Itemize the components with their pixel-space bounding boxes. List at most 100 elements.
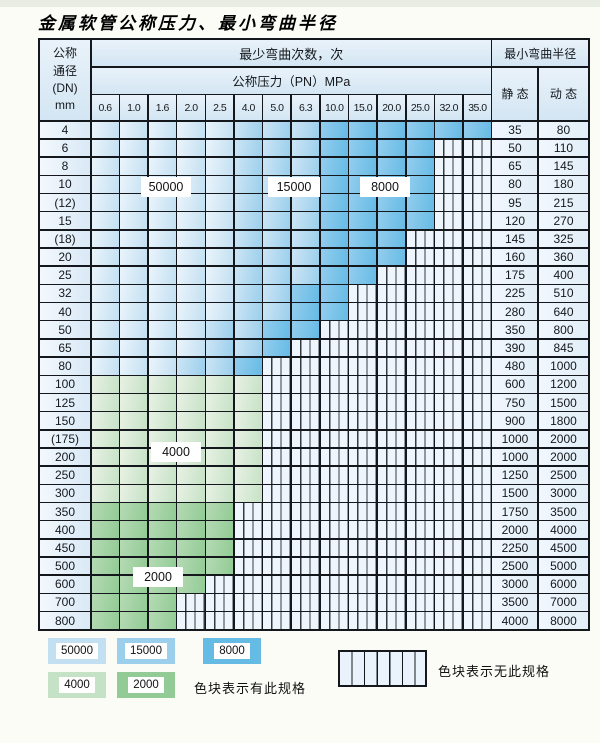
- no-spec-cell: [177, 612, 205, 629]
- static-radius-cell: 120: [492, 212, 538, 230]
- spec-cell: [320, 266, 348, 284]
- dynamic-radius-cell: 110: [538, 139, 588, 157]
- spec-cell: [91, 612, 119, 629]
- no-spec-cell: [349, 521, 377, 539]
- spec-cell: [91, 194, 119, 211]
- spec-cell: [148, 594, 176, 611]
- spec-cell: [91, 139, 119, 157]
- no-spec-cell: [463, 321, 491, 339]
- spec-cell: [177, 539, 205, 557]
- spec-cell: [148, 266, 176, 284]
- no-spec-cell: [291, 466, 320, 484]
- pressure-radius-table: 公称 通径 (DN) mm 最少弯曲次数，次 最小弯曲半径 公称压力（PN）MP…: [38, 38, 590, 631]
- spec-cell: [234, 466, 262, 484]
- spec-cell: [91, 176, 119, 193]
- no-spec-cell: [263, 430, 291, 448]
- dn-header-line: (DN): [52, 81, 78, 95]
- legend-chip-label: 50000: [56, 643, 98, 659]
- no-spec-cell: [435, 575, 463, 593]
- spec-cell: [91, 539, 119, 557]
- dn-cell: 450: [40, 539, 90, 557]
- spec-cell: [263, 230, 291, 248]
- pressure-col-header: 2.0: [177, 95, 205, 120]
- no-spec-cell: [177, 594, 205, 611]
- no-spec-cell: [377, 557, 406, 575]
- dynamic-radius-cell: 325: [538, 230, 588, 248]
- static-radius-cell: 600: [492, 376, 538, 393]
- dynamic-radius-cell: 145: [538, 157, 588, 175]
- no-spec-cell: [263, 612, 291, 629]
- no-spec-cell: [291, 394, 320, 411]
- spec-cell: [120, 248, 148, 266]
- spec-cell: [234, 157, 262, 175]
- no-spec-cell: [406, 412, 434, 430]
- spec-cell: [206, 357, 234, 375]
- no-spec-cell: [320, 339, 348, 357]
- spec-cell: [120, 194, 148, 211]
- no-spec-cell: [320, 594, 348, 611]
- no-spec-cell: [320, 485, 348, 502]
- no-spec-cell: [377, 321, 406, 339]
- spec-cell: [120, 503, 148, 520]
- no-spec-cell: [263, 376, 291, 393]
- spec-cell: [177, 266, 205, 284]
- static-radius-cell: 1000: [492, 430, 538, 448]
- no-spec-cell: [435, 521, 463, 539]
- no-spec-cell: [463, 503, 491, 520]
- spec-cell: [91, 248, 119, 266]
- dn-cell: 80: [40, 357, 90, 375]
- spec-cell: [120, 357, 148, 375]
- dn-column-header: 公称 通径 (DN) mm: [40, 40, 90, 120]
- dynamic-radius-cell: 3000: [538, 485, 588, 502]
- no-spec-cell: [349, 594, 377, 611]
- spec-cell: [320, 303, 348, 320]
- spec-cell: [206, 248, 234, 266]
- spec-cell: [91, 521, 119, 539]
- no-spec-cell: [291, 485, 320, 502]
- dn-cell: 600: [40, 575, 90, 593]
- legend-chip-8000: 8000: [203, 638, 261, 664]
- bend-cycles-header: 最少弯曲次数，次: [91, 40, 491, 66]
- spec-cell: [320, 285, 348, 302]
- pressure-col-header: 25.0: [406, 95, 434, 120]
- dn-cell: 6: [40, 139, 90, 157]
- no-spec-cell: [406, 557, 434, 575]
- dynamic-radius-cell: 4000: [538, 521, 588, 539]
- dn-cell: (18): [40, 230, 90, 248]
- spec-cell: [120, 539, 148, 557]
- spec-cell: [234, 303, 262, 320]
- spec-cell: [91, 321, 119, 339]
- dn-cell: 10: [40, 176, 90, 193]
- spec-cell: [377, 157, 406, 175]
- no-spec-cell: [206, 594, 234, 611]
- no-spec-cell: [435, 303, 463, 320]
- no-spec-cell: [435, 357, 463, 375]
- legend-no-spec-swatch: [338, 650, 427, 687]
- static-radius-cell: 750: [492, 394, 538, 411]
- pressure-col-header: 4.0: [234, 95, 262, 120]
- spec-cell: [177, 321, 205, 339]
- spec-cell: [349, 157, 377, 175]
- no-spec-cell: [349, 557, 377, 575]
- spec-cell: [177, 230, 205, 248]
- spec-cell: [91, 212, 119, 230]
- no-spec-cell: [406, 303, 434, 320]
- cycle-count-label: 15000: [268, 177, 320, 197]
- spec-cell: [206, 521, 234, 539]
- pressure-col-header: 1.0: [120, 95, 148, 120]
- no-spec-cell: [349, 285, 377, 302]
- no-spec-cell: [263, 539, 291, 557]
- no-spec-cell: [435, 285, 463, 302]
- dn-header-line: mm: [55, 98, 75, 113]
- no-spec-cell: [377, 357, 406, 375]
- no-spec-cell: [349, 394, 377, 411]
- spec-cell: [291, 266, 320, 284]
- no-spec-cell: [320, 412, 348, 430]
- spec-cell: [91, 430, 119, 448]
- cycle-count-label: 4000: [151, 442, 201, 462]
- pressure-col-header: 1.6: [148, 95, 176, 120]
- cycle-count-label: 50000: [141, 177, 191, 197]
- spec-cell: [177, 557, 205, 575]
- dn-cell: 300: [40, 485, 90, 502]
- no-spec-cell: [406, 285, 434, 302]
